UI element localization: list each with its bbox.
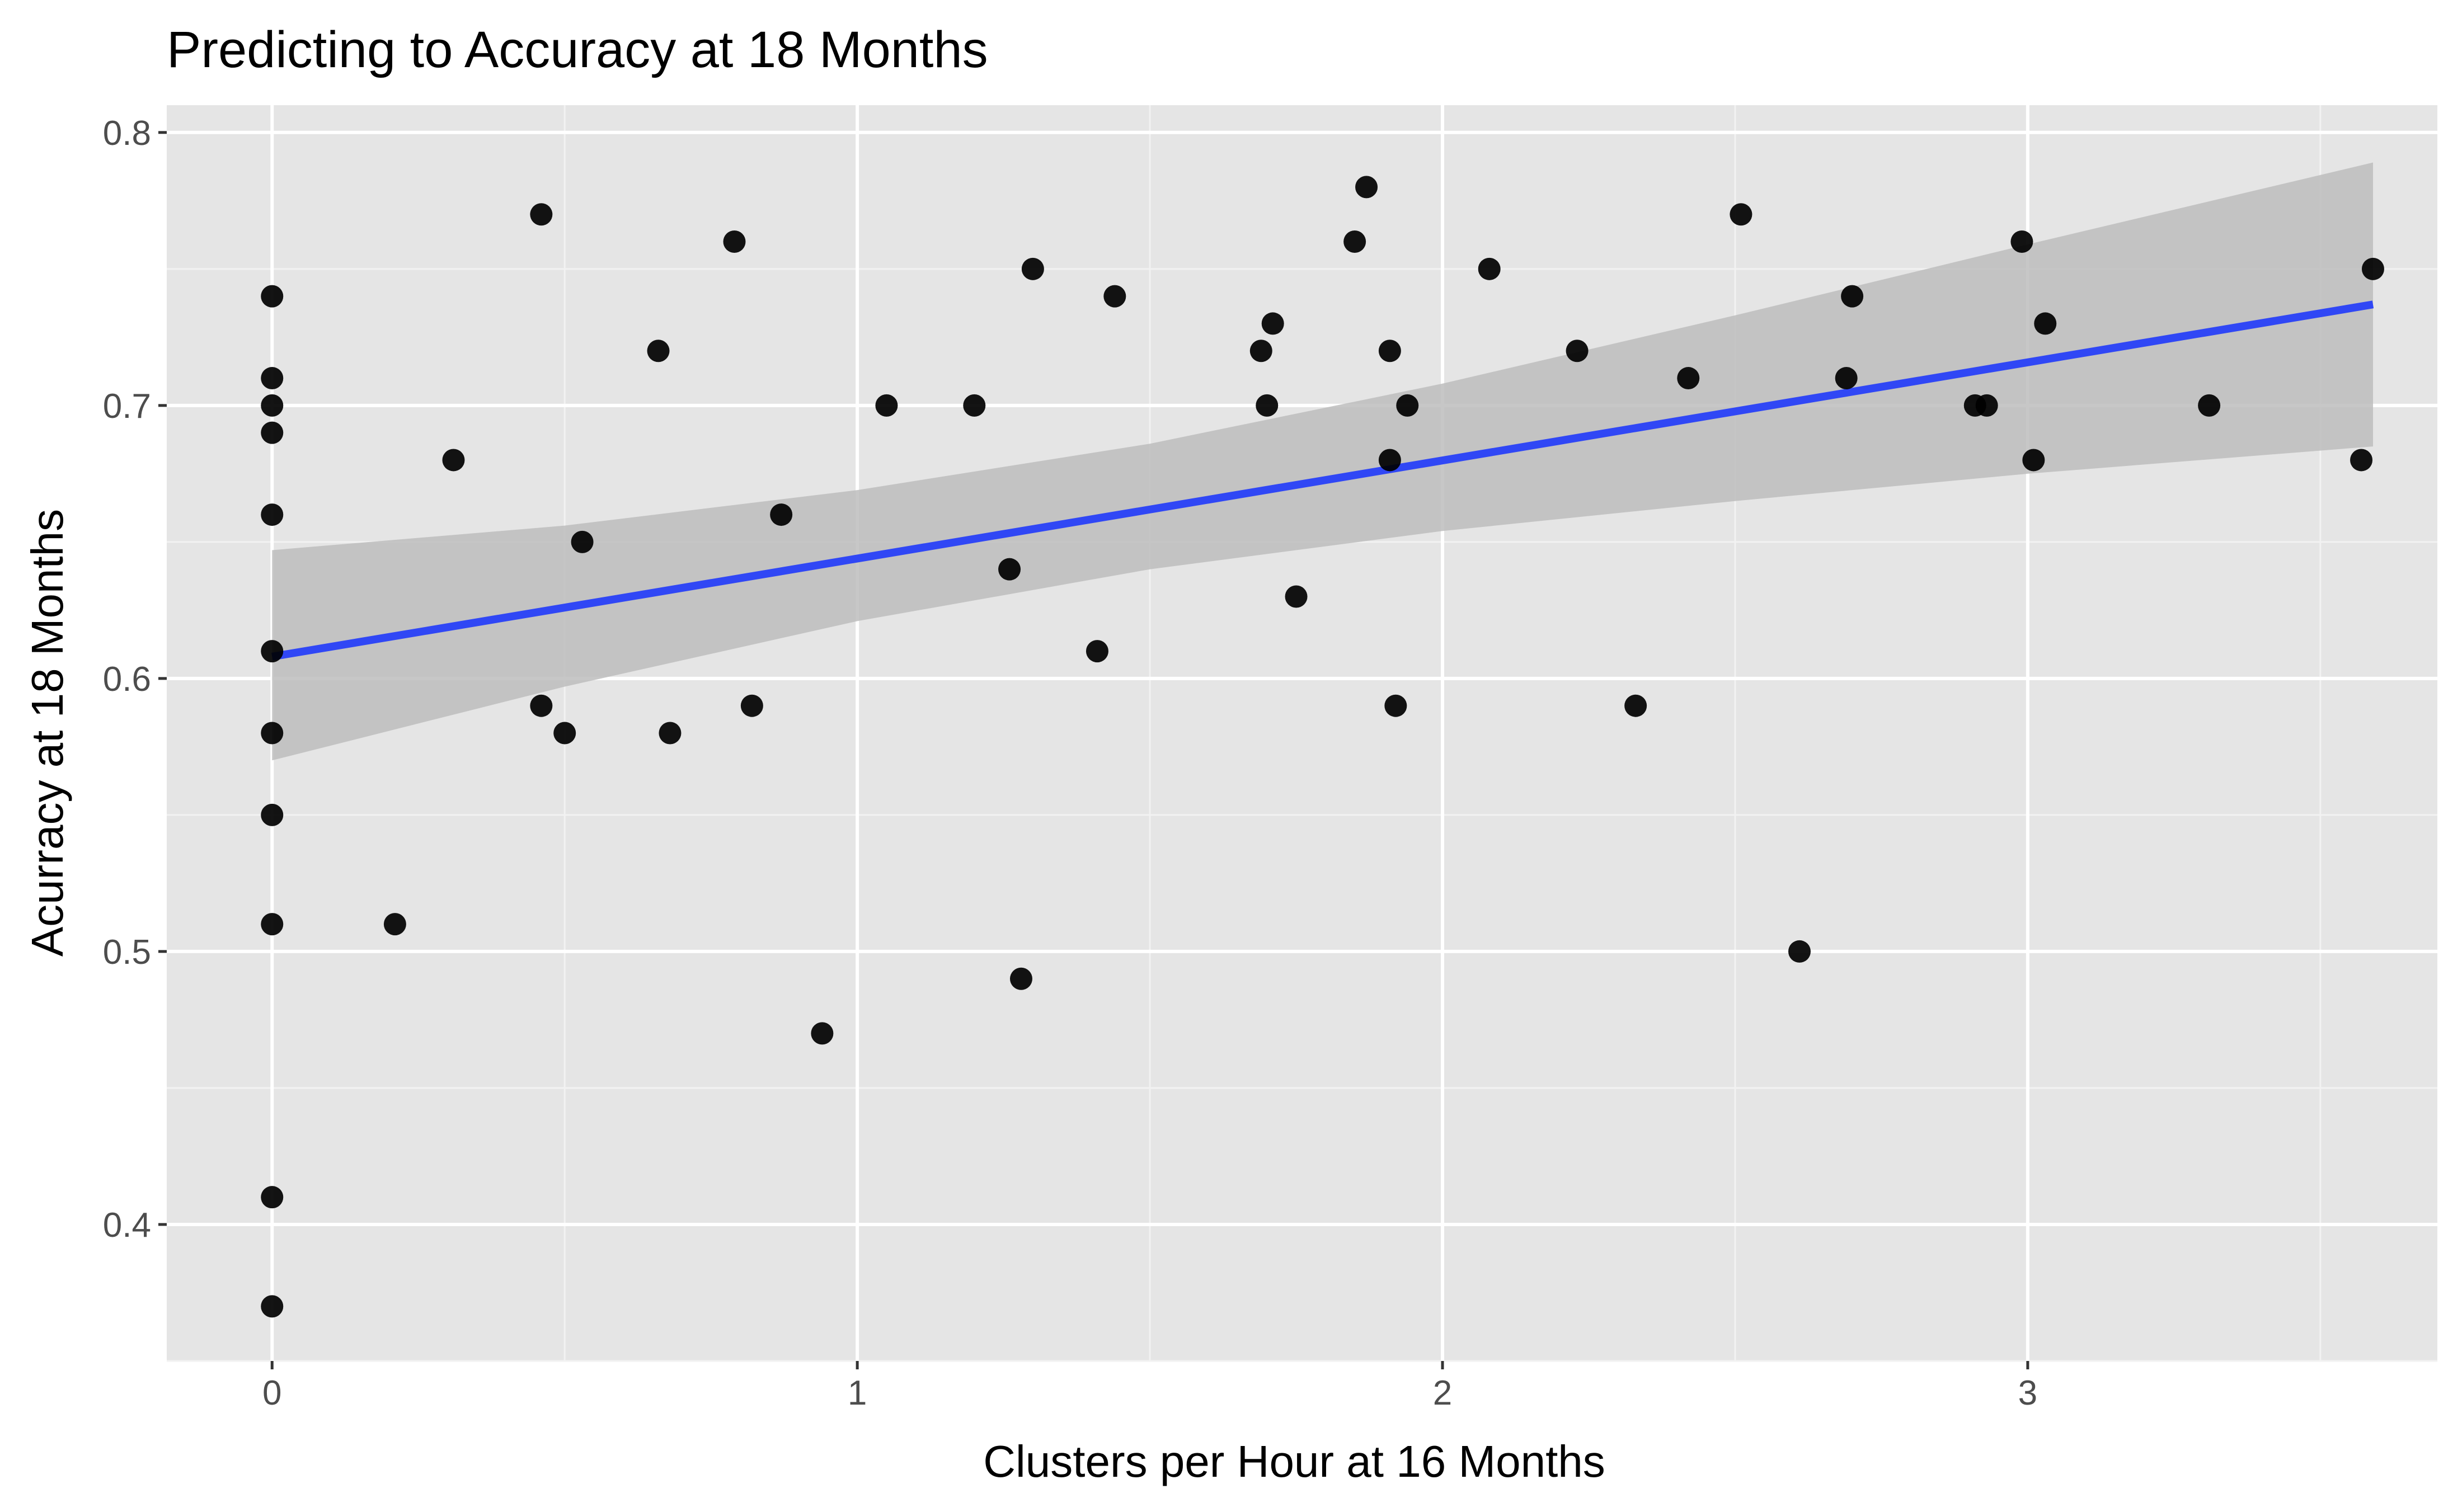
x-tick-label: 2: [1433, 1374, 1452, 1412]
y-tick-label: 0.4: [103, 1206, 151, 1245]
data-point: [1009, 967, 1032, 990]
y-tick-label: 0.7: [103, 387, 151, 426]
x-tick-label: 0: [262, 1374, 281, 1412]
data-point: [553, 722, 576, 745]
data-point: [1256, 394, 1279, 417]
data-point: [261, 285, 284, 308]
confidence-band: [272, 162, 2373, 761]
data-point: [1730, 203, 1752, 226]
data-point: [1975, 394, 1998, 417]
data-point: [2198, 394, 2221, 417]
data-point: [571, 530, 594, 553]
data-point: [647, 340, 670, 362]
data-point: [1384, 694, 1407, 717]
data-point: [1103, 285, 1126, 308]
y-tick-label: 0.6: [103, 660, 151, 699]
data-point: [1249, 340, 1272, 362]
data-point: [963, 394, 986, 417]
data-point: [1677, 367, 1700, 390]
data-point: [383, 913, 406, 936]
data-point: [261, 1295, 284, 1318]
data-point: [1378, 449, 1401, 472]
data-point: [261, 367, 284, 390]
data-point: [1841, 285, 1864, 308]
data-point: [998, 558, 1021, 581]
data-point: [1355, 176, 1378, 199]
x-axis: 0 1 2 3: [262, 1361, 2037, 1412]
data-point: [2361, 257, 2384, 280]
data-point: [1396, 394, 1419, 417]
data-point: [2022, 449, 2045, 472]
y-axis-title: Acurracy at 18 Months: [22, 509, 72, 957]
y-tick-label: 0.8: [103, 114, 151, 153]
data-point: [1624, 694, 1647, 717]
x-tick-label: 3: [2018, 1374, 2037, 1412]
data-point: [1478, 257, 1501, 280]
data-point: [723, 230, 746, 253]
data-point: [740, 694, 763, 717]
data-point: [261, 394, 284, 417]
data-point: [261, 1186, 284, 1209]
data-point: [261, 913, 284, 936]
y-axis: 0.4 0.5 0.6 0.7 0.8: [103, 114, 167, 1245]
data-point: [261, 421, 284, 444]
data-point: [261, 640, 284, 663]
data-point: [1835, 367, 1858, 390]
x-axis-title: Clusters per Hour at 16 Months: [983, 1436, 1605, 1486]
chart-title: Predicting to Accuracy at 18 Months: [167, 21, 988, 78]
data-point: [1378, 340, 1401, 362]
x-tick-label: 1: [848, 1374, 867, 1412]
data-point: [1285, 585, 1308, 608]
data-point: [2350, 449, 2373, 472]
data-point: [1261, 312, 1284, 335]
data-point: [530, 203, 553, 226]
data-point: [1788, 940, 1811, 963]
regression-line: [271, 300, 2374, 661]
data-point: [261, 803, 284, 826]
data-point: [442, 449, 465, 472]
data-point: [875, 394, 898, 417]
data-point: [1086, 640, 1108, 663]
data-point: [1021, 257, 1044, 280]
data-points: [261, 176, 2384, 1318]
data-point: [1566, 340, 1589, 362]
data-point: [2034, 312, 2057, 335]
data-point: [659, 722, 682, 745]
data-point: [261, 503, 284, 526]
y-tick-label: 0.5: [103, 933, 151, 972]
data-point: [530, 694, 553, 717]
data-point: [1343, 230, 1366, 253]
data-point: [261, 722, 284, 745]
data-point: [770, 503, 793, 526]
data-point: [811, 1022, 834, 1045]
data-point: [2010, 230, 2033, 253]
